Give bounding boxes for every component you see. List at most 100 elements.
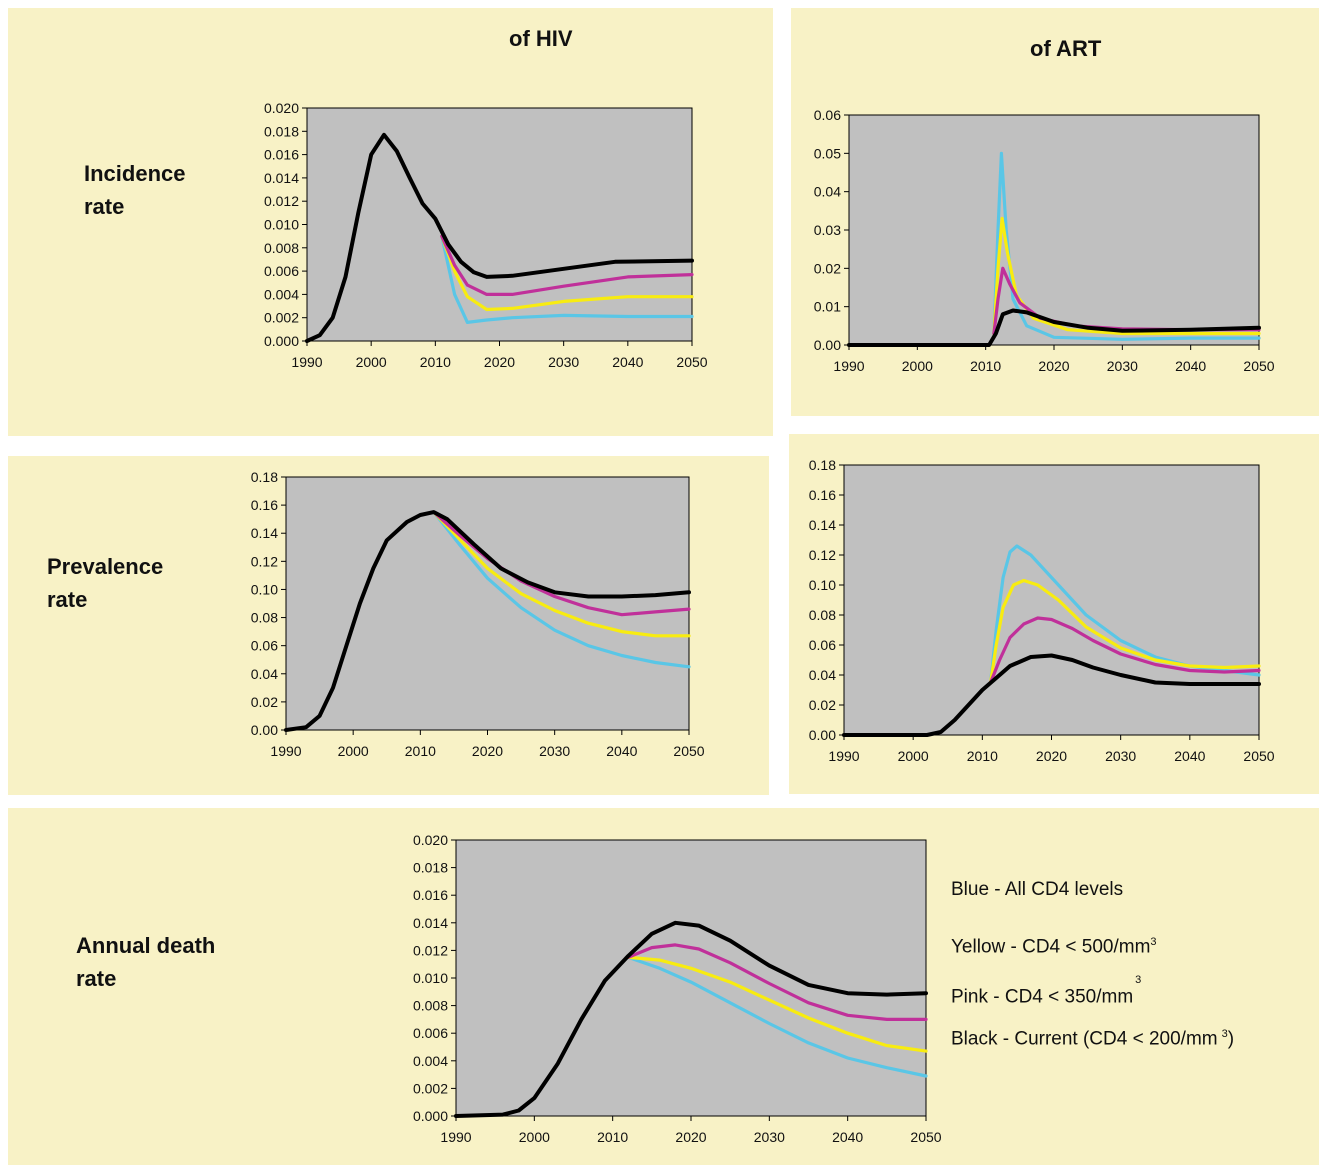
series-line-blue — [440, 234, 694, 324]
legend-superscript: 3 — [1135, 974, 1142, 986]
y-tick-label: 0.16 — [251, 497, 278, 513]
x-tick-label: 2020 — [675, 1129, 706, 1145]
legend-text: Blue - All CD4 levels — [951, 879, 1124, 900]
legend-text: Yellow - CD4 < 500/mm — [951, 936, 1151, 958]
y-tick-label: 0.06 — [809, 637, 836, 653]
chart-annual-death: 0.000 0.002 0.004 0.006 0.008 0.010 0.012 0.014… — [413, 832, 942, 1145]
legend-entry-blue: Blue - All CD4 levels — [951, 878, 1123, 902]
legend-superscript: 3 — [1221, 1028, 1228, 1040]
y-tick-label: 0.00 — [809, 727, 836, 743]
column-title-art: of ART — [1030, 36, 1102, 61]
series-line-yellow — [440, 234, 694, 312]
y-tick-label: 0.16 — [809, 487, 836, 503]
x-tick-label: 2010 — [970, 358, 1001, 374]
plot-area — [843, 464, 1260, 736]
x-tick-label: 2040 — [1175, 358, 1206, 374]
y-tick-label: 0.004 — [264, 286, 299, 302]
x-tick-label: 2030 — [548, 354, 579, 370]
x-tick-label: 2030 — [1107, 358, 1138, 374]
series-line-yellow — [432, 510, 691, 638]
y-tick-label: 0.00 — [814, 337, 841, 353]
y-tick-label: 0.08 — [251, 610, 278, 626]
y-tick-label: 0.008 — [264, 240, 299, 256]
x-tick-label: 2000 — [898, 748, 929, 764]
series-line-pink — [989, 616, 1261, 685]
y-tick-label: 0.000 — [413, 1108, 448, 1124]
plot-area — [848, 114, 1260, 346]
y-tick-label: 0.002 — [264, 310, 299, 326]
x-tick-label: 2010 — [597, 1129, 628, 1145]
x-tick-label: 2030 — [754, 1129, 785, 1145]
y-tick-label: 0.08 — [809, 607, 836, 623]
series-line-yellow — [989, 578, 1261, 685]
y-tick-label: 0.00 — [251, 722, 278, 738]
legend-superscript: 3 — [1150, 936, 1157, 948]
legend-entry-pink: Pink - CD4 < 350/mm3 — [951, 974, 1141, 1009]
y-tick-label: 0.04 — [251, 666, 278, 682]
x-tick-label: 2040 — [612, 354, 643, 370]
row-label-line: Prevalence — [47, 554, 164, 579]
legend-text: Pink - CD4 < 350/mm — [951, 986, 1134, 1008]
x-tick-label: 1990 — [828, 748, 859, 764]
series-line-black — [305, 132, 694, 343]
row-label-prevalence: Prevalence rate — [47, 550, 163, 616]
y-tick-label: 0.14 — [809, 517, 836, 533]
y-tick-label: 0.010 — [413, 970, 448, 986]
y-tick-label: 0.18 — [251, 469, 278, 485]
y-tick-label: 0.012 — [413, 942, 448, 958]
y-tick-label: 0.14 — [251, 525, 278, 541]
row-label-line: rate — [76, 966, 117, 991]
y-tick-label: 0.006 — [413, 1025, 448, 1041]
y-tick-label: 0.02 — [251, 694, 278, 710]
x-tick-label: 2000 — [902, 358, 933, 374]
plot-area — [455, 839, 927, 1117]
series-line-blue — [432, 510, 691, 669]
y-tick-label: 0.020 — [264, 100, 299, 116]
x-tick-label: 2030 — [1105, 748, 1136, 764]
series-line-black — [454, 920, 928, 1118]
row-label-death: Annual death rate — [76, 929, 215, 995]
series-line-black — [847, 308, 1261, 347]
series-line-pink — [626, 943, 928, 1021]
series-line-yellow — [626, 955, 928, 1053]
x-tick-label: 2040 — [832, 1129, 863, 1145]
x-tick-label: 2020 — [484, 354, 515, 370]
y-tick-label: 0.02 — [809, 697, 836, 713]
x-tick-label: 1990 — [291, 354, 322, 370]
y-tick-label: 0.18 — [809, 457, 836, 473]
y-tick-label: 0.12 — [809, 547, 836, 563]
x-tick-label: 1990 — [833, 358, 864, 374]
legend-entry-black: Black - Current (CD4 < 200/mm 3) — [951, 1022, 1234, 1051]
y-tick-label: 0.016 — [264, 147, 299, 163]
y-tick-label: 0.02 — [814, 260, 841, 276]
chart-art-prevalence: 0.00 0.02 0.04 0.06 0.08 0.10 0.12 0.14 0.16 0.18… — [809, 457, 1275, 764]
y-tick-label: 0.002 — [413, 1080, 448, 1096]
row-label-line: rate — [47, 587, 88, 612]
y-tick-label: 0.05 — [814, 145, 841, 161]
x-tick-label: 2050 — [910, 1129, 941, 1145]
x-tick-label: 2000 — [519, 1129, 550, 1145]
x-tick-label: 2050 — [673, 743, 704, 759]
series-line-black — [284, 510, 691, 732]
plot-area — [285, 476, 690, 731]
plot-area — [306, 107, 693, 342]
y-tick-label: 0.10 — [251, 581, 278, 597]
x-tick-label: 2040 — [1174, 748, 1205, 764]
x-tick-label: 2050 — [1243, 748, 1274, 764]
y-tick-label: 0.012 — [264, 193, 299, 209]
y-tick-label: 0.06 — [251, 638, 278, 654]
x-tick-label: 2020 — [1036, 748, 1067, 764]
column-title-hiv: of HIV — [509, 26, 573, 51]
y-tick-label: 0.004 — [413, 1053, 448, 1069]
y-tick-label: 0.06 — [814, 107, 841, 123]
legend-text-end: ) — [1227, 1028, 1235, 1050]
y-tick-label: 0.04 — [809, 667, 836, 683]
chart-hiv-incidence: 0.000 0.002 0.004 0.006 0.008 0.010 0.012 0.014… — [264, 100, 708, 370]
y-tick-label: 0.12 — [251, 553, 278, 569]
x-tick-label: 2040 — [606, 743, 637, 759]
y-tick-label: 0.03 — [814, 222, 841, 238]
x-tick-label: 2000 — [356, 354, 387, 370]
y-tick-label: 0.016 — [413, 887, 448, 903]
chart-art-incidence: 0.00 0.01 0.02 0.03 0.04 0.05 0.06 1990 2000 2010… — [814, 107, 1275, 374]
y-tick-label: 0.014 — [264, 170, 299, 186]
